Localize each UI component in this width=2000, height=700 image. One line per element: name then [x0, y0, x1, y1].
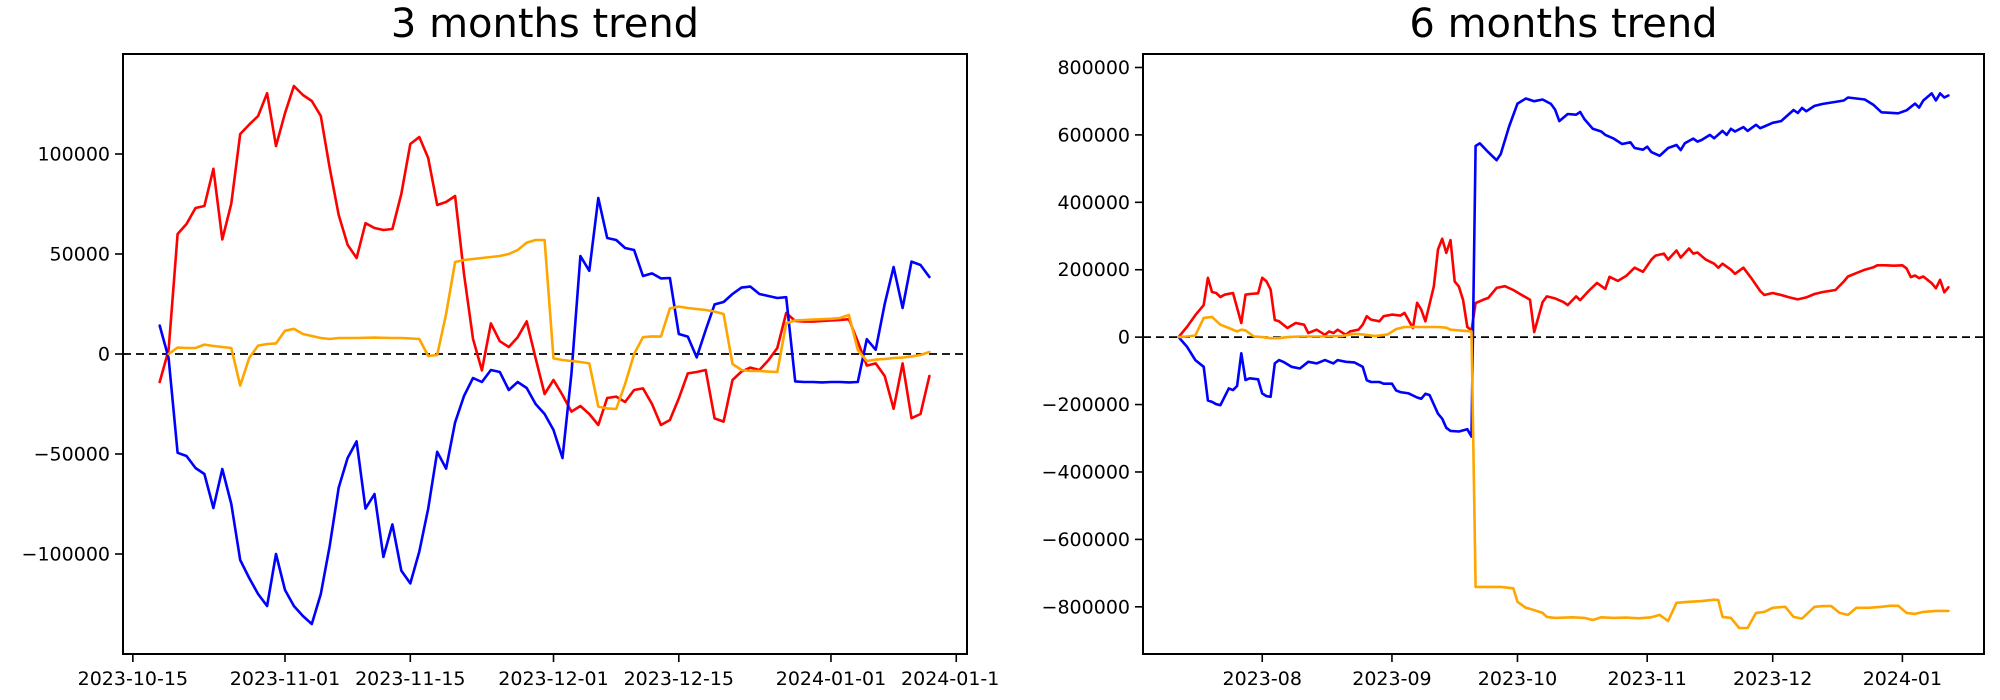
y-tick-label: 200000 [1057, 259, 1130, 281]
chart-3-months-plot: 2023-10-15 2023-11-01 2023-11-15 2023-12-01… [22, 53, 1000, 690]
series-line-blue [158, 196, 931, 626]
y-tick-label: −400000 [1042, 461, 1130, 483]
x-tick-label: 2024-01-15 [901, 668, 1000, 690]
x-tick-label: 2024-01 [1863, 668, 1942, 690]
y-tick-label: −200000 [1042, 394, 1130, 416]
chart-title-6-months: 6 months trend [1409, 1, 1718, 47]
x-tick-label: 2023-12-01 [498, 668, 608, 690]
y-tick-label: −50000 [34, 444, 110, 466]
series-line-orange [1177, 315, 1950, 630]
y-tick-label: 0 [1118, 327, 1130, 349]
series-line-blue [1177, 92, 1950, 438]
x-tick-label: 2023-10-15 [78, 668, 188, 690]
y-tick-label: 50000 [50, 244, 110, 266]
x-tick-label: 2024-01-01 [776, 668, 886, 690]
chart-6-months-plot: 2023-08 2023-09 2023-10 2023-11 2023-12 2024-… [1042, 53, 1985, 690]
series-line-red [1177, 237, 1950, 339]
y-tick-label: 100000 [37, 144, 110, 166]
x-tick-label: 2023-09 [1352, 668, 1431, 690]
y-tick-label: −100000 [22, 544, 110, 566]
x-tick-label: 2023-08 [1223, 668, 1302, 690]
plot-border [1142, 53, 1985, 655]
y-tick-label: 400000 [1057, 192, 1130, 214]
x-tick-label: 2023-11 [1607, 668, 1686, 690]
y-tick-label: 0 [98, 344, 110, 366]
x-tick-label: 2023-11-15 [355, 668, 465, 690]
y-tick-label: −600000 [1042, 529, 1130, 551]
y-tick-label: 800000 [1057, 57, 1130, 79]
series-line-orange [167, 238, 931, 411]
chart-3-months-panel: 3 months trend 2023-10-15 2023-11-01 2023-… [22, 1, 1000, 690]
y-tick-label: −800000 [1042, 596, 1130, 618]
chart-title-3-months: 3 months trend [390, 1, 700, 47]
x-tick-label: 2023-12-15 [624, 668, 734, 690]
chart-6-months-panel: 6 months trend 2023-08 2023-09 2023-10 2023… [1000, 0, 2000, 700]
x-tick-label: 2023-11-01 [230, 668, 340, 690]
x-tick-label: 2023-10 [1478, 668, 1557, 690]
y-tick-label: 600000 [1057, 124, 1130, 146]
x-tick-label: 2023-12 [1733, 668, 1812, 690]
